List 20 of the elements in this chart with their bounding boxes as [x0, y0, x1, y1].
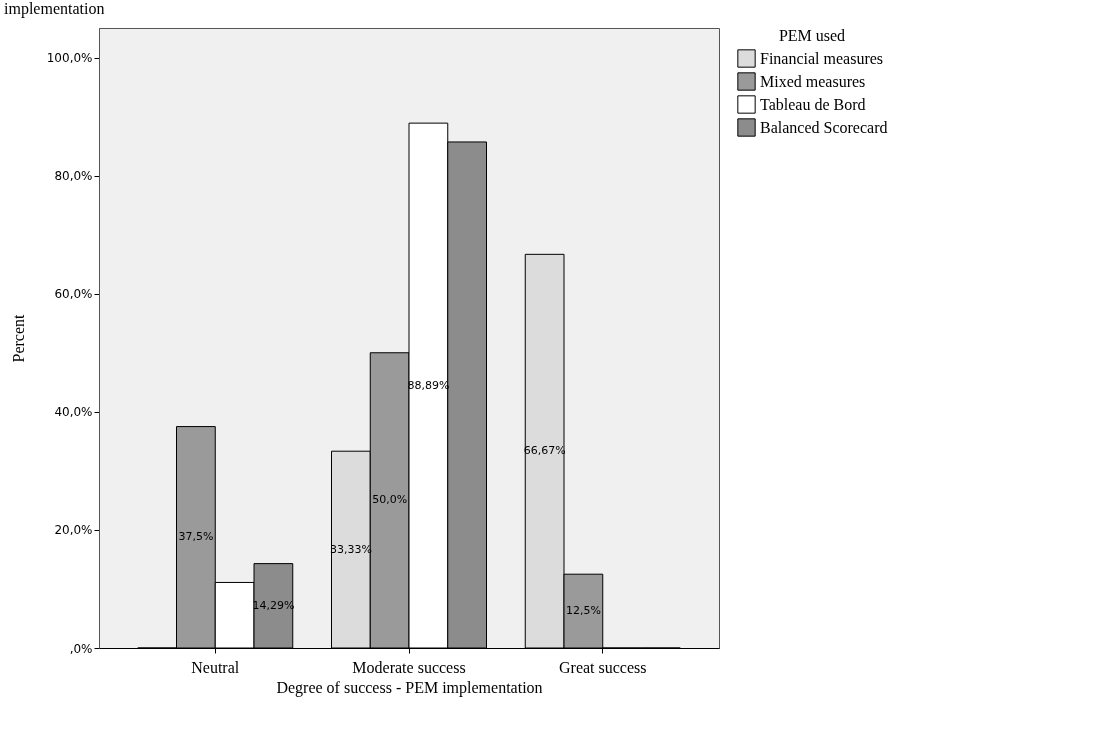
- data-label: 50,0%: [372, 493, 408, 507]
- data-label: 12,5%: [565, 604, 601, 618]
- y-tick-label: 60,0%: [54, 287, 93, 302]
- x-tick-label: Moderate success: [352, 658, 466, 676]
- legend-label: Mixed measures: [760, 72, 866, 90]
- x-tick-label: Great success: [558, 658, 647, 676]
- legend-label: Balanced Scorecard: [760, 118, 888, 136]
- data-label: 37,5%: [178, 530, 214, 544]
- legend-label: Tableau de Bord: [760, 95, 866, 113]
- y-tick-label: 100,0%: [46, 51, 93, 66]
- legend-label: Financial measures: [760, 49, 884, 67]
- text: implementation: [3, 0, 106, 18]
- y-tick-label: 20,0%: [54, 523, 93, 538]
- y-tick-label: ,0%: [69, 641, 93, 656]
- y-tick-label: 80,0%: [54, 169, 93, 184]
- x-axis-title: Degree of success - PEM implementation: [276, 678, 543, 697]
- y-tick-label: 40,0%: [54, 405, 93, 420]
- legend-title: PEM used: [778, 27, 846, 44]
- y-axis-title: Percent: [9, 313, 27, 363]
- x-tick-label: Neutral: [191, 658, 240, 676]
